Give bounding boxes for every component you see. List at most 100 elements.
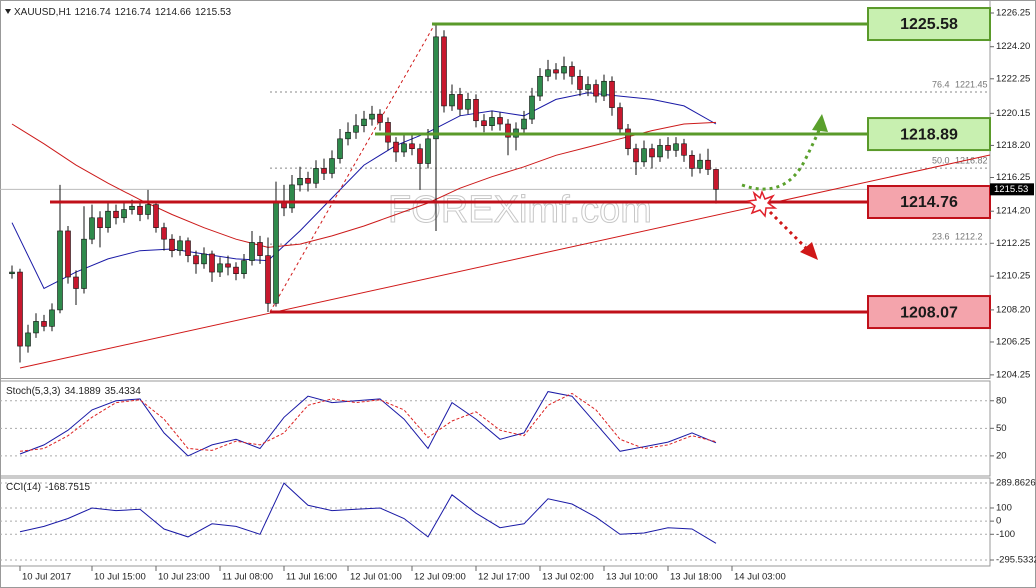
y-tick-label: 1222.25 bbox=[996, 73, 1030, 84]
cci-panel bbox=[0, 477, 991, 567]
candle-body bbox=[209, 253, 215, 273]
candle-body bbox=[177, 240, 183, 251]
x-tick-label: 12 Jul 09:00 bbox=[414, 572, 466, 583]
fib-ratio: 76.4 bbox=[932, 79, 950, 89]
candle-body bbox=[713, 169, 719, 190]
candle-body bbox=[217, 263, 223, 273]
candle-body bbox=[633, 148, 639, 163]
candle-body bbox=[425, 138, 431, 164]
candle-body bbox=[313, 168, 319, 184]
breakout-star bbox=[746, 189, 778, 218]
stoch-header: Stoch(5,3,3) 34.1889 35.4334 bbox=[6, 386, 141, 397]
candle-body bbox=[377, 113, 383, 123]
candle-body bbox=[649, 148, 655, 158]
candle-body bbox=[569, 66, 575, 77]
level-label: 1214.76 bbox=[900, 194, 958, 211]
candle-body bbox=[553, 69, 559, 74]
candle-body bbox=[521, 118, 527, 130]
level-box bbox=[867, 7, 991, 42]
candle-body bbox=[257, 242, 263, 256]
candle-body bbox=[657, 145, 663, 158]
candle-body bbox=[625, 128, 631, 149]
candle-body bbox=[321, 168, 327, 174]
candle-body bbox=[65, 230, 71, 278]
level-box bbox=[867, 295, 991, 330]
candle-body bbox=[25, 332, 31, 347]
y-tick-label: 100 bbox=[996, 502, 1012, 513]
cci-header: CCI(14) -168.7515 bbox=[6, 482, 90, 493]
x-tick-label: 13 Jul 18:00 bbox=[670, 572, 722, 583]
y-tick-label: 1204.25 bbox=[996, 369, 1030, 380]
y-tick-label: 1214.20 bbox=[996, 206, 1030, 217]
x-tick-label: 11 Jul 16:00 bbox=[286, 572, 337, 583]
candle-body bbox=[601, 80, 607, 97]
main-layer: 1225.58 1218.89 1214.76 1208.07 bbox=[9, 7, 991, 363]
fib-value: 1221.45 bbox=[955, 79, 988, 89]
level-label: 1225.58 bbox=[900, 16, 958, 33]
fib-ratio: 50.0 bbox=[932, 155, 950, 165]
trendline bbox=[19, 154, 991, 369]
y-tick-label: 1218.20 bbox=[996, 140, 1030, 151]
x-tick-label: 10 Jul 15:00 bbox=[94, 572, 146, 583]
candle-body bbox=[337, 138, 343, 159]
level-label: 1218.89 bbox=[900, 126, 958, 143]
y-tick-label: 1208.20 bbox=[996, 304, 1030, 315]
candle-body bbox=[193, 255, 199, 265]
candle-body bbox=[121, 209, 127, 219]
moving-average bbox=[11, 121, 717, 248]
candle-body bbox=[449, 94, 455, 107]
y-tick-label: 1224.20 bbox=[996, 41, 1030, 52]
candle-body bbox=[9, 271, 15, 275]
candle-body bbox=[585, 84, 591, 90]
x-tick-label: 13 Jul 10:00 bbox=[606, 572, 658, 583]
candle-body bbox=[297, 178, 303, 186]
candle-body bbox=[129, 205, 135, 210]
y-tick-label: -295.5332 bbox=[996, 555, 1036, 566]
price-tag-label: 1215.53 bbox=[994, 184, 1028, 195]
candle-body bbox=[161, 227, 167, 240]
candle-body bbox=[465, 99, 471, 110]
candle-body bbox=[273, 201, 279, 304]
candle-body bbox=[361, 118, 367, 126]
candle-body bbox=[329, 158, 335, 174]
candle-body bbox=[401, 143, 407, 153]
candle-body bbox=[41, 321, 47, 327]
candle-body bbox=[369, 113, 375, 120]
candle-body bbox=[153, 204, 159, 228]
candle-body bbox=[73, 276, 79, 289]
y-tick-label: 1212.25 bbox=[996, 238, 1030, 249]
candle-body bbox=[641, 148, 647, 163]
down-arrow bbox=[768, 210, 810, 252]
x-tick-label: 10 Jul 2017 bbox=[22, 572, 71, 583]
header-value: -168.7515 bbox=[45, 482, 90, 493]
indicator-line bbox=[19, 392, 717, 452]
candle-body bbox=[145, 204, 151, 215]
candle-body bbox=[169, 238, 175, 251]
fib-base-line bbox=[269, 21, 437, 313]
candle-body bbox=[505, 123, 511, 138]
candle-body bbox=[305, 178, 311, 184]
header-value: 1214.66 bbox=[155, 7, 192, 18]
candle-body bbox=[457, 94, 463, 110]
y-tick-label: 80 bbox=[996, 395, 1007, 406]
cci-title: CCI(14) bbox=[6, 482, 41, 493]
candle-body bbox=[97, 217, 103, 228]
candle-body bbox=[665, 145, 671, 151]
candle-body bbox=[225, 263, 231, 268]
candle-body bbox=[33, 321, 39, 334]
y-tick-label: 1206.25 bbox=[996, 336, 1030, 347]
candle-body bbox=[201, 253, 207, 265]
level-box bbox=[867, 184, 991, 219]
header-value: 1216.74 bbox=[75, 7, 112, 18]
x-tick-label: 11 Jul 08:00 bbox=[222, 572, 273, 583]
y-tick-label: 50 bbox=[996, 423, 1007, 434]
candle-body bbox=[249, 242, 255, 261]
y-tick-label: 1220.15 bbox=[996, 108, 1030, 119]
y-tick-label: 0 bbox=[996, 516, 1001, 527]
candle-body bbox=[473, 99, 479, 122]
x-tick-label: 10 Jul 23:00 bbox=[158, 572, 210, 583]
y-tick-label: 289.8626 bbox=[996, 478, 1036, 489]
candle-body bbox=[233, 266, 239, 275]
candle-body bbox=[681, 143, 687, 156]
